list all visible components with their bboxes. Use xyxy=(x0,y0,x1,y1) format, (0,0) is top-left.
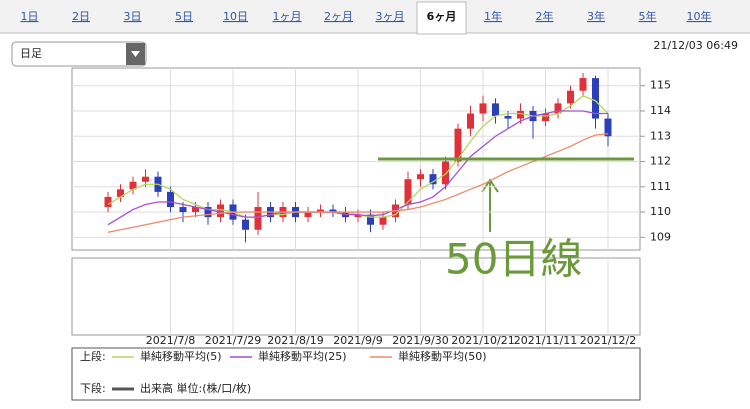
candle-body xyxy=(242,219,249,230)
x-tick-label: 2021/9/9 xyxy=(333,334,382,347)
candle-body xyxy=(329,209,337,213)
legend-entry: 単純移動平均(25) xyxy=(258,349,347,363)
legend-entry: 出来高 単位:(株/口/枚) xyxy=(140,381,251,395)
candle-body xyxy=(204,207,212,218)
y-tick-label: 114 xyxy=(650,104,671,117)
x-tick-label: 2021/9/30 xyxy=(392,334,448,347)
y-tick-label: 111 xyxy=(650,180,671,193)
legend-lower-label: 下段: xyxy=(80,381,106,395)
candle-body xyxy=(304,212,312,218)
candle-body xyxy=(504,116,512,119)
dropdown-arrow xyxy=(131,51,140,57)
tab[interactable]: 5年 xyxy=(639,9,657,23)
tab[interactable]: 10年 xyxy=(687,9,712,23)
candle-body xyxy=(354,214,362,218)
candle-body xyxy=(604,118,612,137)
ma-line xyxy=(107,133,609,233)
candle-body xyxy=(104,196,112,208)
candle-body xyxy=(317,209,324,213)
candle-body xyxy=(579,78,587,91)
candle-body xyxy=(167,191,174,208)
tab[interactable]: 6ヶ月 xyxy=(427,10,457,23)
candle-body xyxy=(417,174,424,180)
legend-box xyxy=(71,347,641,401)
tab[interactable]: 1日 xyxy=(21,10,39,23)
legend-upper-label: 上段: xyxy=(80,349,106,363)
tab[interactable]: 2年 xyxy=(536,9,554,23)
candle-body xyxy=(217,204,224,218)
ma-line xyxy=(107,110,608,226)
tab[interactable]: 3年 xyxy=(587,9,605,23)
x-tick-label: 2021/11/11 xyxy=(514,334,577,347)
x-tick-label: 2021/7/8 xyxy=(146,334,195,347)
candle-body xyxy=(142,176,149,182)
candle-body xyxy=(404,179,412,205)
candle-body xyxy=(517,110,524,119)
tab-bar xyxy=(0,0,750,33)
candle-body xyxy=(117,189,124,197)
dropdown-label: 日足 xyxy=(20,47,42,60)
tab[interactable]: 10日 xyxy=(223,10,248,23)
tab[interactable]: 2ヶ月 xyxy=(324,10,353,23)
candle-body xyxy=(192,207,199,213)
candle-body xyxy=(429,174,437,185)
candle-body xyxy=(367,214,374,225)
tab[interactable]: 1年 xyxy=(484,9,502,23)
timestamp: 21/12/03 06:49 xyxy=(653,39,738,52)
candle-body xyxy=(454,128,462,162)
x-tick-label: 2021/8/19 xyxy=(267,334,323,347)
x-tick-label: 2021/12/2 xyxy=(580,334,636,347)
y-tick-label: 112 xyxy=(650,155,671,168)
active-tab xyxy=(416,1,467,35)
candle-body xyxy=(542,113,549,122)
y-tick-label: 113 xyxy=(650,129,671,142)
y-tick-label: 115 xyxy=(650,79,671,92)
tab[interactable]: 5日 xyxy=(175,10,193,23)
candle-body xyxy=(554,103,562,114)
candle-body xyxy=(442,161,449,185)
candle-body xyxy=(129,181,137,190)
annotation-text: 50日線 xyxy=(445,235,582,284)
legend-entry: 単純移動平均(5) xyxy=(140,349,222,363)
annotation-arrowhead xyxy=(481,178,499,193)
candle-body xyxy=(567,90,574,104)
x-tick-label: 2021/7/29 xyxy=(205,334,261,347)
candle-body xyxy=(479,103,487,114)
tab[interactable]: 3ヶ月 xyxy=(376,10,405,23)
candle-body xyxy=(254,207,262,230)
x-tick-label: 2021/10/21 xyxy=(451,334,514,347)
y-tick-label: 110 xyxy=(650,205,671,218)
candle-body xyxy=(492,103,499,117)
tab[interactable]: 3日 xyxy=(124,10,142,23)
candle-body xyxy=(179,207,187,213)
candle-body xyxy=(592,78,599,119)
candle-body xyxy=(379,217,387,225)
y-tick-label: 109 xyxy=(650,230,671,243)
legend-entry: 単純移動平均(50) xyxy=(398,349,487,363)
candle-body xyxy=(467,113,474,129)
dropdown[interactable] xyxy=(11,41,147,67)
tab[interactable]: 1ヶ月 xyxy=(273,10,302,23)
tab[interactable]: 2日 xyxy=(72,10,90,23)
